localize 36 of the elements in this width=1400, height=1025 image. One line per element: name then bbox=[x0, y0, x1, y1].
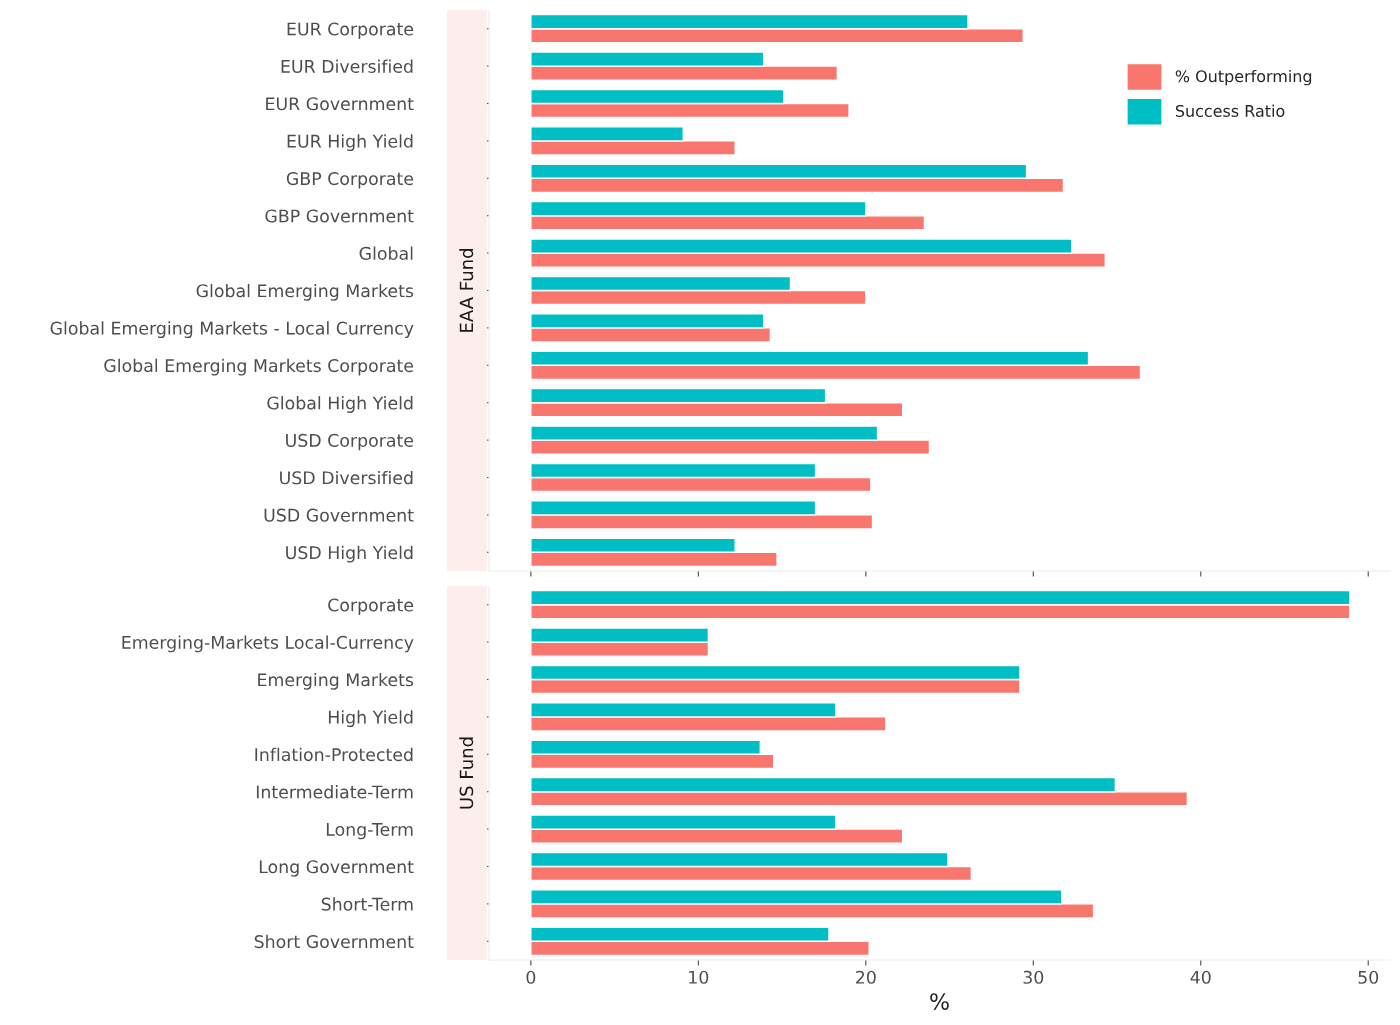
text: EAA Fund bbox=[459, 249, 474, 332]
y-tick-label: Global High Yield bbox=[267, 396, 413, 413]
y-tick-label: EUR Government bbox=[266, 97, 414, 111]
y-tick-label: Short-Term bbox=[321, 897, 413, 911]
x-tick-label: 0 bbox=[526, 970, 536, 984]
legend-label: Success Ratio bbox=[1175, 104, 1285, 117]
y-tick-label: Emerging Markets bbox=[258, 672, 414, 690]
x-tick-label: 30 bbox=[1023, 970, 1044, 984]
y-tick-label: GBP Government bbox=[265, 209, 414, 223]
y-tick-label: Short Government bbox=[254, 934, 414, 949]
y-tick-label: Global Emerging Markets bbox=[196, 283, 414, 301]
y-tick-label: USD Government bbox=[264, 508, 414, 522]
x-tick-label: 20 bbox=[856, 970, 876, 984]
y-tick-label: USD High Yield bbox=[286, 545, 413, 563]
text: US Fund bbox=[459, 737, 474, 809]
y-tick-label: Global Emerging Markets Corporate bbox=[104, 358, 414, 376]
y-tick-label: USD Diversified bbox=[280, 470, 413, 485]
legend-label: % Outperforming bbox=[1175, 69, 1312, 86]
y-tick-label: Global Emerging Markets - Local Currency bbox=[50, 321, 414, 339]
x-tick-label: 10 bbox=[689, 970, 709, 984]
y-tick-label: EUR Diversified bbox=[281, 59, 413, 73]
y-tick-label: GBP Corporate bbox=[286, 172, 414, 189]
x-tick-label: 40 bbox=[1190, 970, 1211, 984]
y-tick-label: USD Corporate bbox=[286, 433, 414, 451]
y-tick-label: Corporate bbox=[328, 598, 414, 615]
y-tick-label: Intermediate-Term bbox=[256, 785, 413, 799]
y-tick-label: Long Government bbox=[259, 860, 414, 877]
y-tick-label: EUR High Yield bbox=[287, 134, 413, 152]
y-tick-label: EUR Corporate bbox=[287, 22, 414, 39]
x-axis-title: % bbox=[930, 993, 949, 1010]
y-tick-label: Global bbox=[359, 246, 413, 260]
y-tick-label: Long-Term bbox=[326, 823, 413, 840]
y-tick-label: Inflation-Protected bbox=[255, 747, 413, 762]
y-tick-label: High Yield bbox=[328, 710, 413, 728]
y-tick-label: Emerging-Markets Local-Currency bbox=[122, 635, 414, 653]
x-tick-label: 50 bbox=[1358, 970, 1379, 984]
